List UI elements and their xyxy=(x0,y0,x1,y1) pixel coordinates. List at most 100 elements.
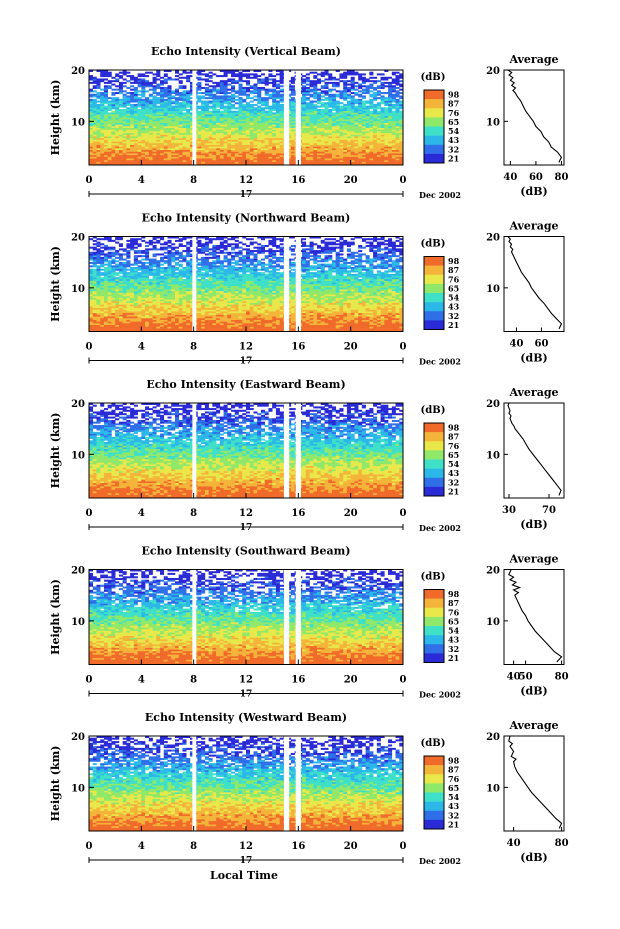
heatmap-cell xyxy=(160,156,165,159)
heatmap-cell xyxy=(365,156,370,159)
heatmap-cell xyxy=(264,161,269,164)
heatmap-cell xyxy=(268,141,273,144)
heatmap-cell xyxy=(178,112,183,115)
heatmap-cell xyxy=(227,151,232,154)
heatmap-cell xyxy=(92,142,97,145)
heatmap-cell xyxy=(122,81,127,84)
heatmap-cell xyxy=(328,142,333,145)
heatmap-cell xyxy=(290,159,295,162)
heatmap-cell xyxy=(361,139,366,142)
heatmap-cell xyxy=(317,100,322,103)
heatmap-cell xyxy=(350,124,355,127)
heatmap-cell xyxy=(331,112,337,115)
heatmap-cell xyxy=(204,97,209,100)
heatmap-cell xyxy=(305,159,310,162)
heatmap-cell xyxy=(133,141,138,144)
heatmap-cell xyxy=(388,76,393,79)
heatmap-cell xyxy=(373,112,378,115)
heatmap-cell xyxy=(107,148,112,151)
heatmap-cell xyxy=(238,142,243,145)
heatmap-cell xyxy=(208,129,213,132)
heatmap-cell xyxy=(253,142,258,145)
heatmap-cell xyxy=(107,146,112,149)
heatmap-cell xyxy=(335,163,340,166)
heatmap-cell xyxy=(272,151,277,154)
heatmap-cell xyxy=(163,141,168,144)
heatmap-cell xyxy=(122,124,127,127)
heatmap-cell xyxy=(216,149,221,152)
heatmap-cell xyxy=(399,156,404,159)
heatmap-cell xyxy=(279,103,284,106)
heatmap-cell xyxy=(182,158,187,161)
heatmap-cell xyxy=(96,103,101,106)
heatmap-cell xyxy=(365,154,370,157)
heatmap-cell xyxy=(92,139,97,142)
heatmap-cell xyxy=(260,107,265,110)
heatmap-cell xyxy=(309,88,314,91)
heatmap-cell xyxy=(234,159,239,162)
heatmap-cell xyxy=(227,137,232,140)
heatmap-cell xyxy=(354,81,359,84)
heatmap-cell xyxy=(317,134,322,137)
heatmap-cell xyxy=(257,86,262,89)
heatmap-cell xyxy=(328,134,333,137)
heatmap-cell xyxy=(160,86,165,89)
heatmap-cell xyxy=(391,148,396,151)
heatmap-cell xyxy=(92,153,97,156)
heatmap-cell xyxy=(204,153,209,156)
heatmap-cell xyxy=(231,129,236,132)
heatmap-cell xyxy=(126,139,131,142)
heatmap-cell xyxy=(369,112,374,115)
heatmap-cell xyxy=(137,73,142,76)
heatmap-cell xyxy=(227,148,232,151)
heatmap-cell xyxy=(320,154,325,157)
heatmap-cell xyxy=(380,156,385,159)
heatmap-cell xyxy=(373,144,378,147)
heatmap-cell xyxy=(103,153,108,156)
x-tick-label: 4 xyxy=(138,175,145,186)
heatmap-cell xyxy=(148,153,153,156)
heatmap-cell xyxy=(182,148,187,151)
heatmap-cell xyxy=(167,153,172,156)
heatmap-cell xyxy=(238,154,243,157)
heatmap-cell xyxy=(257,163,262,166)
heatmap-cell xyxy=(171,149,176,152)
heatmap-cell xyxy=(373,136,378,139)
heatmap-cell xyxy=(216,161,221,164)
heatmap-cell xyxy=(365,112,370,115)
heatmap-cell xyxy=(219,142,224,145)
heatmap-cell xyxy=(92,100,97,103)
heatmap-cell xyxy=(331,129,337,132)
heatmap-cell xyxy=(358,141,363,144)
heatmap-cell xyxy=(309,142,314,145)
heatmap-cell xyxy=(89,88,94,91)
heatmap-cell xyxy=(302,137,307,140)
heatmap-cell xyxy=(208,124,213,127)
heatmap-cell xyxy=(395,98,400,101)
heatmap-cell xyxy=(182,141,187,144)
heatmap-cell xyxy=(290,154,295,157)
heatmap-cell xyxy=(275,149,280,152)
heatmap-cell xyxy=(249,112,254,115)
heatmap-cell xyxy=(152,95,157,98)
heatmap-cell xyxy=(238,136,243,139)
heatmap-cell xyxy=(212,158,217,161)
heatmap-cell xyxy=(313,146,318,149)
heatmap-cell xyxy=(313,154,318,157)
heatmap-cell xyxy=(171,95,176,98)
heatmap-cell xyxy=(331,161,337,164)
colorbar-swatch xyxy=(424,153,444,164)
heatmap-cell xyxy=(343,112,348,115)
heatmap-cell xyxy=(197,156,202,159)
heatmap-cell xyxy=(204,146,209,149)
heatmap-cell xyxy=(249,136,254,139)
heatmap-cell xyxy=(174,137,180,140)
heatmap-cell xyxy=(216,156,221,159)
heatmap-cell xyxy=(369,93,374,96)
heatmap-cell xyxy=(324,151,329,154)
heatmap-cell xyxy=(380,107,385,110)
heatmap-cell xyxy=(208,137,213,140)
heatmap-cell xyxy=(399,142,404,145)
heatmap-cell xyxy=(253,154,258,157)
heatmap-cell xyxy=(391,158,396,161)
